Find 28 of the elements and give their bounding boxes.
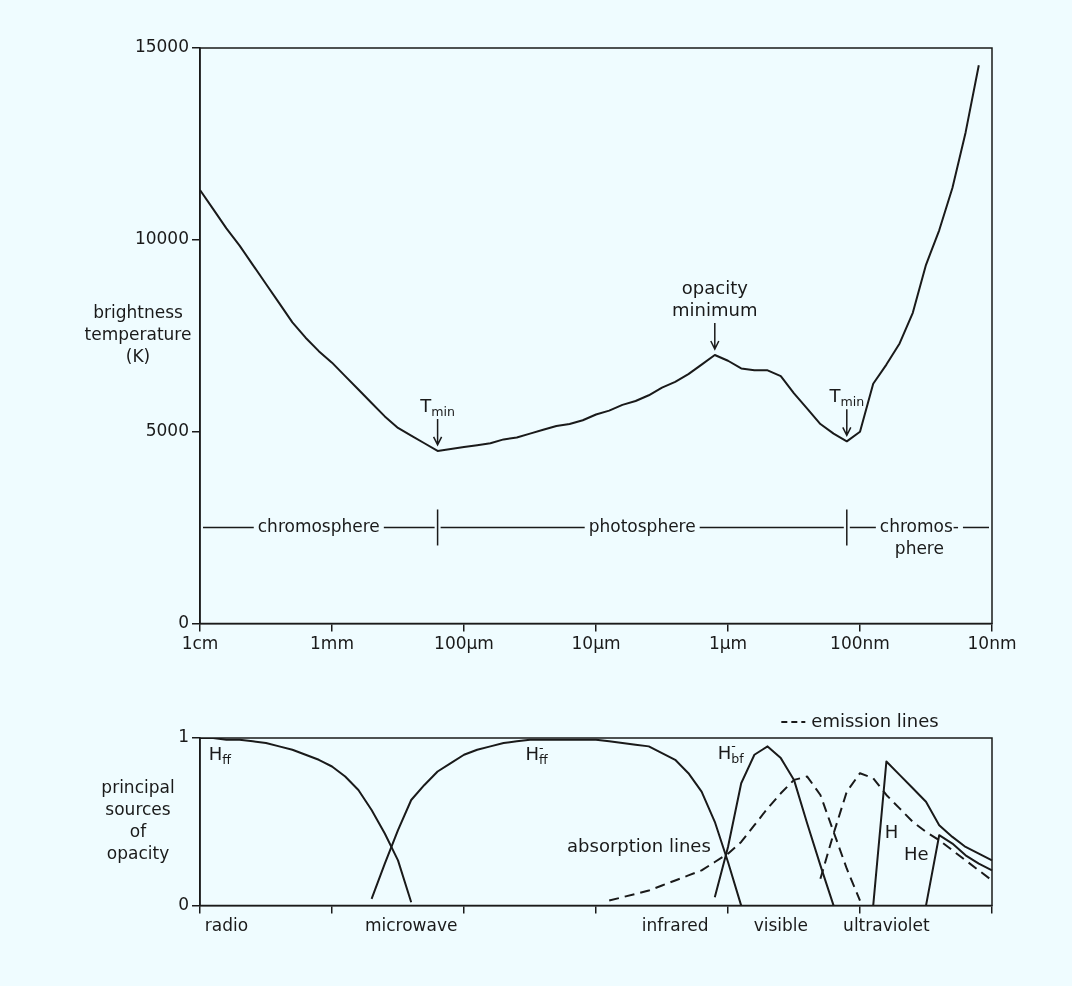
x-tick-label: 10µm [571, 633, 621, 654]
y-tick-label: 5000 [145, 420, 189, 441]
x-tick-label: 100nm [830, 633, 890, 654]
y-tick-label: 15000 [134, 36, 189, 57]
x-tick-label: 10nm [967, 633, 1017, 654]
annotation: chromosphere [257, 515, 380, 536]
x-tick-label: infrared [641, 915, 709, 936]
y-axis-title: brightness temperature (K) [84, 302, 192, 367]
legend-label: emission lines [811, 709, 939, 731]
y-tick-label: 0 [178, 612, 189, 633]
series-label: H [884, 820, 899, 842]
series-label: absorption lines [567, 834, 711, 856]
x-tick-label: ultraviolet [843, 915, 931, 936]
y-tick-label: 10000 [134, 228, 189, 249]
y-tick-label: 1 [178, 726, 189, 747]
x-tick-label: 1µm [708, 633, 748, 654]
x-tick-label: visible [753, 915, 808, 936]
x-tick-label: radio [204, 915, 249, 936]
annotation: photosphere [588, 515, 696, 536]
series-label: He [903, 843, 929, 865]
annotation: chromos- phere [879, 515, 959, 558]
y-tick-label: 0 [178, 894, 189, 915]
y-axis-title: principal sources of opacity [101, 777, 175, 864]
x-tick-label: 1cm [181, 633, 219, 654]
x-tick-label: 1mm [310, 633, 354, 654]
x-tick-label: 100µm [434, 633, 494, 654]
annotation: opacity minimum [672, 276, 758, 320]
x-tick-label: microwave [364, 915, 458, 936]
